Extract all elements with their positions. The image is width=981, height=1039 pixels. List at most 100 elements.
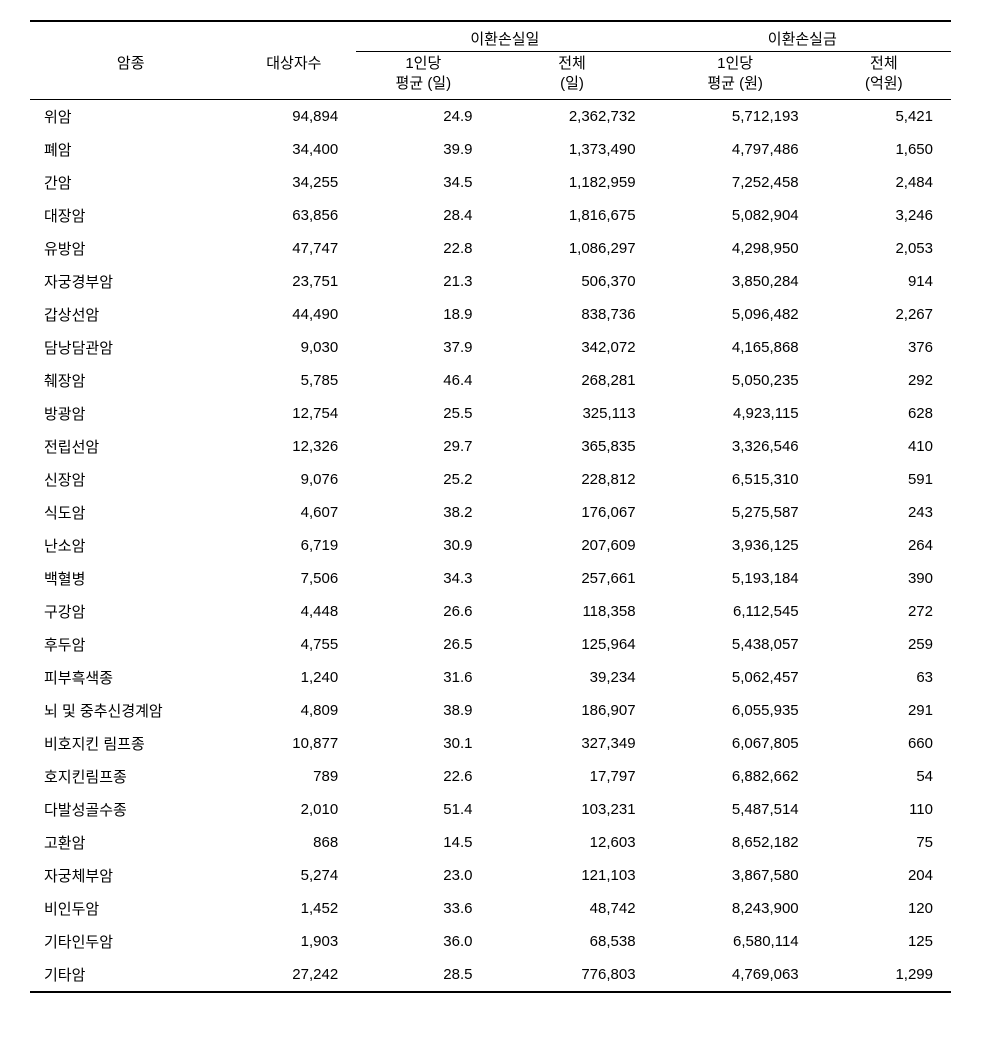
table-row: 뇌 및 중추신경계암4,80938.9186,9076,055,935291 <box>30 694 951 727</box>
cell-days-per: 26.5 <box>356 628 490 661</box>
cell-days-per: 39.9 <box>356 133 490 166</box>
cell-won-per: 4,923,115 <box>654 397 817 430</box>
cell-days-total: 17,797 <box>490 760 653 793</box>
cell-days-total: 838,736 <box>490 298 653 331</box>
table-row: 구강암4,44826.6118,3586,112,545272 <box>30 595 951 628</box>
cell-won-per: 6,515,310 <box>654 463 817 496</box>
cell-won-per: 5,487,514 <box>654 793 817 826</box>
cell-days-total: 125,964 <box>490 628 653 661</box>
cell-days-total: 2,362,732 <box>490 100 653 134</box>
cell-days-per: 21.3 <box>356 265 490 298</box>
cell-won-per: 3,850,284 <box>654 265 817 298</box>
header-days-per-person: 1인당 평균 (일) <box>356 52 490 100</box>
cell-won-total: 63 <box>817 661 951 694</box>
cell-won-per: 6,067,805 <box>654 727 817 760</box>
cell-days-per: 29.7 <box>356 430 490 463</box>
table-row: 유방암47,74722.81,086,2974,298,9502,053 <box>30 232 951 265</box>
header-sub-text: 1인당 <box>717 55 753 72</box>
cell-cancer-type: 기타인두암 <box>30 925 231 958</box>
cell-cancer-type: 구강암 <box>30 595 231 628</box>
cell-cancer-type: 폐암 <box>30 133 231 166</box>
cell-days-total: 39,234 <box>490 661 653 694</box>
cell-won-per: 7,252,458 <box>654 166 817 199</box>
cell-days-total: 121,103 <box>490 859 653 892</box>
cell-won-per: 4,769,063 <box>654 958 817 992</box>
table-row: 폐암34,40039.91,373,4904,797,4861,650 <box>30 133 951 166</box>
cell-won-total: 914 <box>817 265 951 298</box>
header-sub-text: (일) <box>560 75 584 92</box>
table-row: 피부흑색종1,24031.639,2345,062,45763 <box>30 661 951 694</box>
cell-won-per: 5,062,457 <box>654 661 817 694</box>
cell-cancer-type: 위암 <box>30 100 231 134</box>
cell-days-total: 1,182,959 <box>490 166 653 199</box>
cell-subjects: 23,751 <box>231 265 356 298</box>
cell-subjects: 10,877 <box>231 727 356 760</box>
table-row: 위암94,89424.92,362,7325,712,1935,421 <box>30 100 951 134</box>
cell-days-per: 46.4 <box>356 364 490 397</box>
cell-subjects: 2,010 <box>231 793 356 826</box>
cell-won-per: 5,082,904 <box>654 199 817 232</box>
cell-days-per: 37.9 <box>356 331 490 364</box>
header-sub-text: (억원) <box>865 75 903 92</box>
cell-days-total: 776,803 <box>490 958 653 992</box>
cell-days-per: 22.6 <box>356 760 490 793</box>
header-subjects: 대상자수 <box>231 21 356 100</box>
header-sub-text: 1인당 <box>405 55 441 72</box>
cell-days-total: 1,086,297 <box>490 232 653 265</box>
cell-subjects: 12,754 <box>231 397 356 430</box>
cell-won-per: 5,050,235 <box>654 364 817 397</box>
cell-days-per: 34.3 <box>356 562 490 595</box>
table-row: 난소암6,71930.9207,6093,936,125264 <box>30 529 951 562</box>
cell-days-total: 342,072 <box>490 331 653 364</box>
cell-won-per: 4,797,486 <box>654 133 817 166</box>
header-sub-text: 전체 <box>870 55 898 72</box>
cell-days-per: 30.1 <box>356 727 490 760</box>
cell-won-per: 6,055,935 <box>654 694 817 727</box>
table-row: 췌장암5,78546.4268,2815,050,235292 <box>30 364 951 397</box>
cell-cancer-type: 췌장암 <box>30 364 231 397</box>
cell-cancer-type: 간암 <box>30 166 231 199</box>
cell-days-per: 22.8 <box>356 232 490 265</box>
header-won-total: 전체 (억원) <box>817 52 951 100</box>
cell-days-total: 506,370 <box>490 265 653 298</box>
cell-days-total: 186,907 <box>490 694 653 727</box>
header-group-loss-days: 이환손실일 <box>356 21 653 52</box>
cell-days-per: 38.9 <box>356 694 490 727</box>
table-body: 위암94,89424.92,362,7325,712,1935,421폐암34,… <box>30 100 951 993</box>
cancer-loss-table: 암종 대상자수 이환손실일 이환손실금 1인당 평균 (일) 전체 (일) 1인… <box>30 20 951 993</box>
cell-won-total: 125 <box>817 925 951 958</box>
cell-subjects: 4,755 <box>231 628 356 661</box>
cell-subjects: 4,809 <box>231 694 356 727</box>
table-row: 비호지킨 림프종10,87730.1327,3496,067,805660 <box>30 727 951 760</box>
cell-subjects: 9,076 <box>231 463 356 496</box>
cell-subjects: 9,030 <box>231 331 356 364</box>
cell-won-total: 54 <box>817 760 951 793</box>
cell-won-total: 376 <box>817 331 951 364</box>
cell-days-per: 25.2 <box>356 463 490 496</box>
cell-cancer-type: 전립선암 <box>30 430 231 463</box>
cell-days-per: 36.0 <box>356 925 490 958</box>
cell-subjects: 1,240 <box>231 661 356 694</box>
header-sub-text: 평균 (일) <box>396 75 452 92</box>
table-row: 신장암9,07625.2228,8126,515,310591 <box>30 463 951 496</box>
cell-days-total: 1,816,675 <box>490 199 653 232</box>
cell-subjects: 12,326 <box>231 430 356 463</box>
cell-days-total: 12,603 <box>490 826 653 859</box>
cell-days-total: 207,609 <box>490 529 653 562</box>
cell-won-per: 8,652,182 <box>654 826 817 859</box>
cell-cancer-type: 신장암 <box>30 463 231 496</box>
cell-won-total: 264 <box>817 529 951 562</box>
cell-won-per: 3,867,580 <box>654 859 817 892</box>
cell-days-per: 24.9 <box>356 100 490 134</box>
cell-subjects: 6,719 <box>231 529 356 562</box>
cell-won-per: 8,243,900 <box>654 892 817 925</box>
cell-subjects: 1,903 <box>231 925 356 958</box>
cell-days-per: 34.5 <box>356 166 490 199</box>
cell-subjects: 789 <box>231 760 356 793</box>
cell-subjects: 868 <box>231 826 356 859</box>
table-row: 방광암12,75425.5325,1134,923,115628 <box>30 397 951 430</box>
table-row: 식도암4,60738.2176,0675,275,587243 <box>30 496 951 529</box>
header-cancer-type: 암종 <box>30 21 231 100</box>
table-row: 고환암86814.512,6038,652,18275 <box>30 826 951 859</box>
cell-subjects: 4,448 <box>231 595 356 628</box>
